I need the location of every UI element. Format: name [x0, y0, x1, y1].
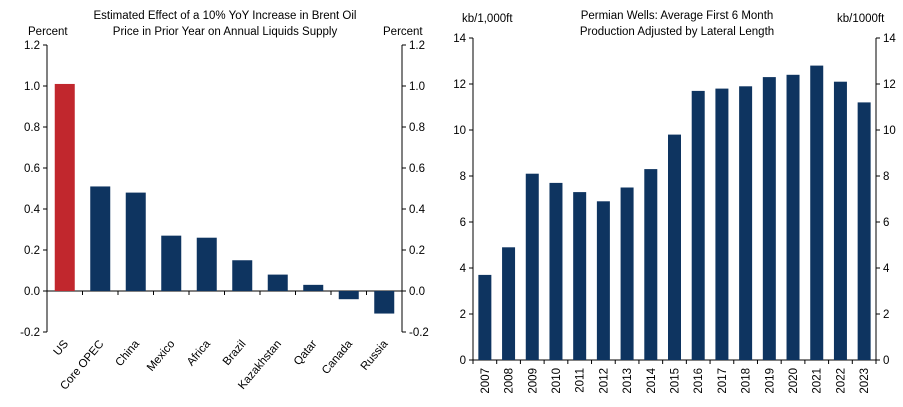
left-chart-ytick-label-left: 0.8 [24, 122, 40, 134]
right-chart-ytick-label-left: 2 [460, 309, 466, 321]
right-chart-ytick-label-right: 0 [883, 355, 889, 367]
left-chart-ytick-label-right: 0.2 [409, 245, 425, 257]
right-chart-category-label: 2021 [812, 368, 824, 394]
right-chart-category-label: 2007 [480, 368, 492, 394]
right-chart-bar-2012 [596, 201, 610, 360]
right-chart-bar-2020 [786, 74, 800, 361]
left-chart-ytick-label-right: 1.2 [409, 40, 425, 52]
right-chart-bar-2023 [857, 102, 871, 361]
right-chart-ytick-label-left: 12 [453, 79, 466, 91]
right-chart-bar-2010 [549, 182, 563, 360]
right-chart-ytick-label-left: 0 [460, 355, 466, 367]
left-chart-ytick-label-right: 0.0 [409, 286, 425, 298]
left-chart-ytick-label-left: -0.2 [20, 327, 40, 339]
left-chart-bar-kazakhstan [267, 274, 288, 291]
right-chart-ytick-label-left: 4 [460, 263, 467, 275]
right-chart-category-label: 2012 [598, 368, 610, 394]
right-chart-category-label: 2023 [859, 368, 871, 394]
right-chart-ytick-label-right: 10 [883, 125, 896, 137]
right-chart-bar-2008 [502, 247, 516, 360]
right-chart-ytick-label-right: 4 [883, 263, 890, 275]
left-chart-right-axis-label: Percent [383, 26, 423, 38]
right-chart-right-axis-label: kb/1000ft [837, 13, 885, 25]
right-chart-left-axis-label: kb/1,000ft [462, 13, 513, 25]
right-chart-plot: 0 0 2 2 4 4 6 6 8 8 10 10 12 12 14 14 2007 2008 2009 2010 20… [453, 33, 896, 394]
right-chart-ytick-label-left: 6 [460, 217, 466, 229]
right-chart-category-label: 2020 [788, 368, 800, 394]
left-chart-bar-brazil [232, 260, 253, 291]
left-chart-bar-core-opec [90, 186, 111, 291]
right-chart-bar-2017 [715, 88, 729, 360]
right-chart-ytick-label-right: 12 [883, 79, 896, 91]
left-chart-category-label: US [52, 338, 72, 358]
left-chart-category-label: Russia [359, 338, 391, 373]
left-chart: Estimated Effect of a 10% YoY Increase i… [20, 10, 429, 392]
right-chart-bar-2022 [833, 81, 847, 360]
right-chart-ytick-label-right: 2 [883, 309, 889, 321]
right-chart-bar-2016 [691, 90, 705, 361]
left-chart-ytick-label-right: 0.6 [409, 163, 425, 175]
right-chart-category-label: 2008 [504, 368, 516, 394]
right-chart-bar-2009 [525, 173, 539, 360]
right-chart-category-label: 2009 [527, 368, 539, 394]
left-chart-ytick-label-left: 0.4 [24, 204, 41, 216]
left-chart-ytick-label-right: 0.4 [409, 204, 426, 216]
left-chart-bar-africa [196, 237, 217, 291]
right-chart-ytick-label-right: 6 [883, 217, 889, 229]
left-chart-bar-qatar [303, 284, 324, 291]
right-chart-ytick-label-right: 14 [883, 33, 896, 45]
left-chart-title-line-2: Price in Prior Year on Annual Liquids Su… [113, 26, 338, 38]
right-chart-bar-2018 [739, 86, 753, 361]
right-chart-bar-2019 [762, 77, 776, 360]
left-chart-ytick-label-left: 1.2 [24, 40, 40, 52]
left-chart-bar-china [125, 192, 146, 291]
left-chart-title-line-1: Estimated Effect of a 10% YoY Increase i… [94, 10, 357, 22]
right-chart-title-line-2: Production Adjusted by Lateral Length [580, 26, 774, 38]
right-chart-category-label: 2016 [693, 368, 705, 394]
left-chart-ytick-label-left: 0.0 [24, 286, 40, 298]
left-chart-ytick-label-left: 0.2 [24, 245, 40, 257]
right-chart-category-label: 2017 [717, 368, 729, 394]
right-chart-category-label: 2022 [835, 368, 847, 394]
right-chart-category-label: 2011 [575, 368, 587, 393]
left-chart-bar-russia [374, 291, 395, 314]
right-chart: Permian Wells: Average First 6 Month Pro… [453, 10, 896, 394]
right-chart-title-line-1: Permian Wells: Average First 6 Month [581, 10, 774, 22]
right-chart-bar-2015 [668, 134, 681, 360]
right-chart-bar-2013 [620, 187, 634, 360]
left-chart-category-label: Brazil [221, 338, 249, 368]
right-chart-category-label: 2015 [670, 368, 682, 394]
right-chart-category-label: 2019 [764, 368, 776, 394]
right-chart-bar-2007 [478, 274, 492, 360]
right-chart-ytick-label-left: 8 [460, 171, 466, 183]
left-chart-bar-us [54, 83, 75, 291]
left-chart-left-axis-label: Percent [28, 26, 68, 38]
left-chart-ytick-label-right: 0.8 [409, 122, 425, 134]
right-chart-category-label: 2010 [551, 368, 563, 394]
left-chart-category-label: Mexico [145, 338, 178, 374]
right-chart-category-label: 2013 [622, 368, 634, 394]
right-chart-category-label: 2018 [741, 368, 753, 394]
left-chart-plot: -0.2 -0.2 0.0 0.0 0.2 0.2 0.4 0.4 0.6 0.6 0.8 0.8 1.… [20, 40, 429, 392]
left-chart-category-label: Canada [320, 338, 355, 377]
right-chart-bar-2011 [573, 192, 587, 360]
left-chart-ytick-label-right: 1.0 [409, 81, 425, 93]
right-chart-bar-2021 [810, 65, 824, 360]
left-chart-category-label: Africa [185, 338, 213, 369]
right-chart-category-label: 2014 [646, 367, 658, 393]
right-chart-ytick-label-right: 8 [883, 171, 889, 183]
right-chart-bar-2014 [644, 169, 658, 360]
right-chart-ytick-label-left: 10 [453, 125, 466, 137]
right-chart-ytick-label-left: 14 [453, 33, 466, 45]
left-chart-bar-mexico [161, 235, 182, 291]
left-chart-bar-canada [338, 291, 359, 300]
left-chart-category-label: China [114, 338, 143, 369]
left-chart-category-label: Qatar [292, 338, 320, 368]
left-chart-ytick-label-right: -0.2 [409, 327, 429, 339]
left-chart-ytick-label-left: 0.6 [24, 163, 40, 175]
left-chart-ytick-label-left: 1.0 [24, 81, 40, 93]
